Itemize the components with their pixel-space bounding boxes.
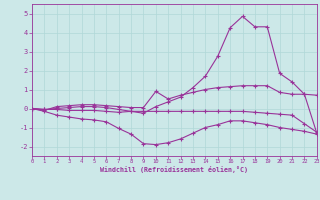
X-axis label: Windchill (Refroidissement éolien,°C): Windchill (Refroidissement éolien,°C) [100,166,248,173]
